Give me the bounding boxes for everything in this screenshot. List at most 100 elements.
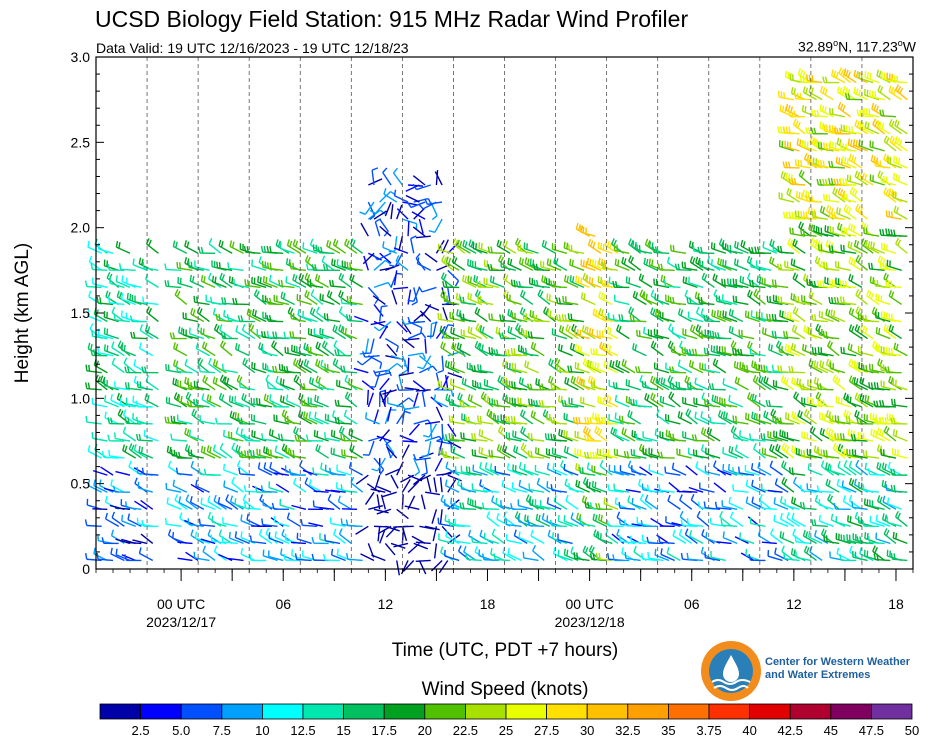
wind-barb [235, 325, 250, 340]
wind-barb [441, 324, 455, 339]
wind-barb [841, 480, 857, 493]
wind-barb [277, 433, 295, 442]
wind-barb [888, 324, 903, 340]
wind-barb [752, 374, 766, 391]
wind-barb [849, 186, 863, 203]
wind-barb [225, 494, 239, 510]
wind-barb [382, 241, 397, 254]
wind-barb [346, 261, 363, 272]
wind-barb [591, 465, 607, 476]
wind-barb [393, 270, 398, 286]
wind-barb [425, 423, 433, 442]
wind-barb [894, 136, 908, 152]
wind-barb [795, 551, 812, 562]
wind-barb [767, 550, 783, 562]
wind-barb [190, 307, 205, 323]
wind-barb [292, 239, 307, 254]
wind-barb [439, 477, 443, 493]
wind-barb [104, 512, 120, 527]
wind-barb [145, 238, 159, 254]
wind-barb [416, 474, 432, 483]
wind-barb [848, 460, 863, 476]
wind-barb [165, 396, 182, 408]
wind-barb [206, 394, 222, 408]
wind-barb [308, 411, 324, 425]
wind-barb [143, 429, 159, 442]
wind-barb [499, 314, 516, 323]
wind-barb [835, 516, 851, 528]
colorbar-swatch [383, 703, 426, 720]
wind-barb [591, 480, 607, 493]
wind-barb [138, 445, 154, 459]
wind-barb [653, 362, 670, 374]
wind-barb [618, 501, 636, 510]
wind-barb [362, 252, 375, 265]
wind-barb [612, 280, 630, 289]
wind-barb [275, 483, 290, 493]
wind-barb [716, 309, 732, 323]
wind-barb [314, 394, 329, 408]
wind-barb [292, 358, 307, 374]
wind-barb [814, 530, 829, 545]
wind-barb [851, 449, 868, 459]
wind-barb [185, 551, 199, 562]
wind-barb [685, 465, 698, 476]
wind-barb [442, 433, 460, 442]
wind-barb [818, 412, 834, 425]
wind-barb [241, 324, 256, 340]
wind-barb [103, 344, 119, 357]
wind-barb [833, 296, 851, 306]
wind-barb [268, 481, 284, 493]
wind-barb [771, 330, 789, 340]
wind-barb [862, 314, 879, 323]
wind-barb [433, 394, 449, 408]
colorbar-label: 47.5 [859, 723, 884, 738]
wind-barb [459, 296, 477, 306]
wind-barb [546, 497, 562, 510]
wind-barb [778, 140, 795, 152]
wind-barb [364, 491, 375, 505]
wind-barb [872, 545, 886, 562]
wind-barb [313, 490, 329, 493]
wind-barb [236, 459, 250, 476]
wind-barb [788, 365, 806, 374]
wind-barb [674, 263, 692, 272]
wind-barb [401, 479, 411, 493]
wind-barb [885, 210, 902, 220]
wind-barb [322, 553, 340, 562]
y-tick-label: 1.5 [71, 305, 91, 321]
wind-barb [512, 430, 528, 442]
wind-barb [734, 376, 749, 391]
wind-barb [443, 499, 460, 510]
wind-barb [340, 434, 358, 442]
wind-barb [819, 360, 834, 374]
wind-barb [650, 307, 664, 323]
wind-barb [474, 340, 488, 357]
wind-barb [284, 465, 301, 476]
wind-barb [202, 375, 216, 391]
wind-barb [621, 358, 636, 374]
wind-barb [363, 255, 370, 271]
wind-barb [545, 448, 562, 459]
wind-barb [447, 440, 462, 449]
wind-barb [852, 550, 868, 562]
wind-barb [164, 263, 182, 272]
wind-barb [322, 263, 340, 272]
wind-barb [618, 415, 636, 425]
wind-barb [300, 383, 318, 391]
wind-barb [676, 448, 692, 459]
wind-barb [355, 474, 369, 485]
wind-barb [334, 399, 352, 408]
wind-barb [376, 494, 381, 510]
wind-barb [300, 399, 318, 408]
wind-barb [401, 355, 409, 374]
wind-barb [875, 293, 891, 306]
wind-barb [659, 431, 675, 442]
wind-barb [616, 324, 630, 340]
wind-barb [329, 467, 346, 476]
wind-barb [688, 486, 704, 493]
wind-barb [639, 466, 653, 476]
wind-barb [848, 256, 863, 271]
wind-barb [244, 450, 261, 459]
